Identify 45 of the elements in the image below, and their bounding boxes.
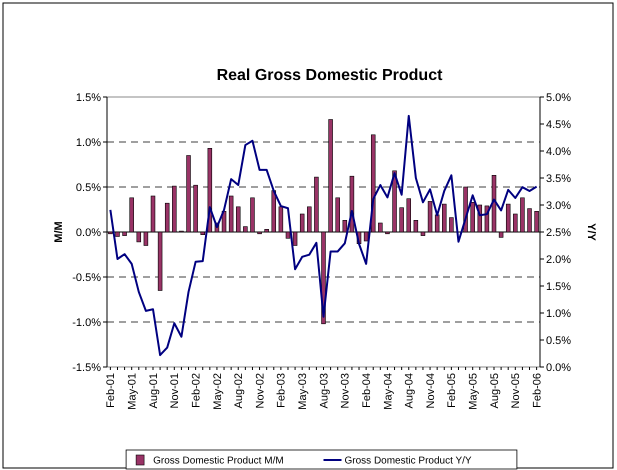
x-tick-label: Aug-04 (404, 373, 416, 408)
x-tick-label: May-01 (126, 373, 139, 410)
x-tick-label: Feb-06 (531, 373, 544, 408)
line-series (109, 114, 538, 356)
x-tick-label: May-02 (212, 373, 224, 410)
x-tick-label: Aug-03 (318, 373, 330, 408)
y2-tick-label: 5.0% (546, 92, 572, 104)
y2-tick-label: 2.5% (546, 226, 572, 239)
x-tick-label: Nov-01 (169, 373, 182, 408)
x-tick-label: Feb-01 (105, 373, 118, 408)
y-tick-label: -1.5% (72, 362, 102, 374)
x-tick-label: Nov-05 (510, 373, 522, 408)
y-tick-label: -1.0% (72, 316, 102, 329)
y2-tick-label: 3.5% (546, 172, 572, 185)
x-tick-label: May-04 (382, 373, 394, 410)
x-tick-label: Aug-02 (233, 373, 246, 408)
chart-title: Real Gross Domestic Product (216, 67, 444, 84)
y-tick-label: 0.0% (76, 226, 102, 239)
y-axis-title: M/M (53, 221, 65, 243)
y2-tick-label: 1.5% (546, 280, 572, 293)
x-tick-label: Feb-04 (360, 373, 373, 408)
y2-tick-label: 0.0% (546, 362, 572, 374)
x-tick-label: Feb-03 (276, 373, 288, 408)
y2-tick-label: 0.5% (546, 334, 572, 347)
legend-label: Gross Domestic Product Y/Y (344, 456, 472, 466)
y-tick-label: 0.5% (76, 182, 102, 194)
x-tick-label: Nov-03 (340, 373, 352, 408)
x-tick-label: Nov-04 (424, 373, 437, 408)
y2-axis-title: Y/Y (585, 223, 597, 242)
y-tick-label: 1.0% (76, 136, 102, 149)
x-tick-label: Feb-05 (446, 373, 458, 408)
x-tick-label: May-03 (297, 373, 310, 410)
x-tick-label: May-05 (468, 373, 480, 410)
y2-tick-label: 2.0% (546, 254, 572, 266)
y2-tick-label: 4.5% (546, 118, 572, 131)
y2-tick-label: 4.0% (546, 146, 572, 158)
x-tick-label: Aug-05 (488, 373, 501, 408)
x-tick-label: Nov-02 (254, 373, 266, 408)
y-tick-label: -0.5% (72, 272, 102, 284)
x-tick-label: Aug-01 (148, 373, 160, 408)
legend-label: Gross Domestic Product M/M (153, 456, 284, 466)
y2-tick-label: 3.0% (546, 200, 572, 212)
y-tick-label: 1.5% (76, 92, 102, 104)
x-tick-label: Feb-02 (190, 373, 202, 408)
y2-tick-label: 1.0% (546, 308, 572, 320)
